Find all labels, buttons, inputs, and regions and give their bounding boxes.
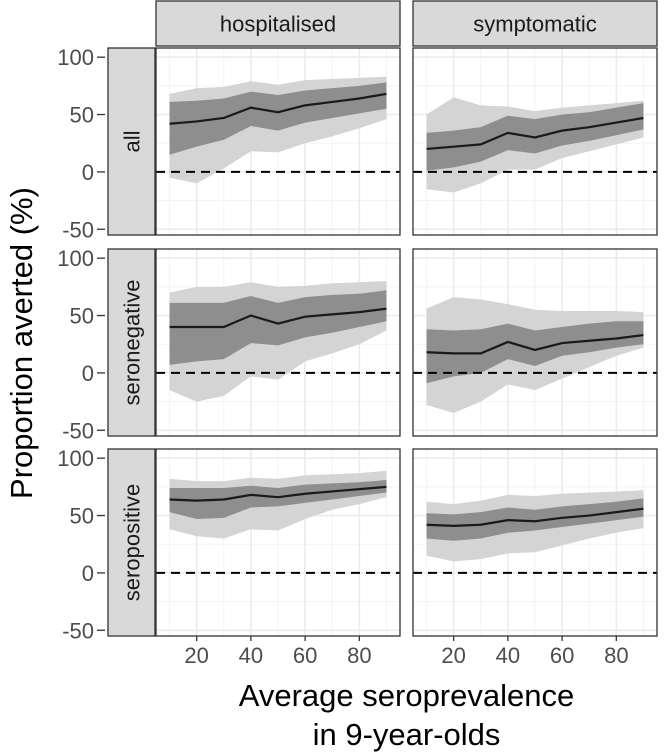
y-tick-label: 0 xyxy=(82,561,94,586)
column-strip xyxy=(412,0,658,47)
panel-seropositive-symptomatic xyxy=(412,448,658,637)
x-tick-label: 80 xyxy=(604,643,628,668)
column-strip-label: hospitalised xyxy=(220,12,336,37)
inner-uncertainty-band xyxy=(169,479,387,519)
panel-border xyxy=(412,47,658,236)
panel-border xyxy=(155,448,401,637)
y-tick-label: 0 xyxy=(82,361,94,386)
panel-all-hospitalised xyxy=(155,47,401,236)
y-axis-title: Proportion averted (%) xyxy=(4,187,39,499)
y-tick-label: -50 xyxy=(62,418,94,443)
x-axis-title-line-2: in 9-year-olds xyxy=(313,717,501,752)
x-tick-label: 60 xyxy=(550,643,574,668)
column-strip xyxy=(155,0,401,47)
inner-uncertainty-band xyxy=(426,498,644,541)
panel-seronegative-symptomatic xyxy=(412,248,658,437)
y-tick-label: 100 xyxy=(57,246,94,271)
y-tick-label: -50 xyxy=(62,217,94,242)
median-line xyxy=(169,307,387,329)
panel-border xyxy=(155,248,401,437)
inner-uncertainty-band xyxy=(426,321,644,384)
median-line xyxy=(426,507,644,527)
row-strip-label: seropositive xyxy=(120,484,145,601)
median-line xyxy=(426,333,644,355)
y-tick-label: 50 xyxy=(70,103,94,128)
inner-uncertainty-band xyxy=(169,82,387,155)
row-strip-label: seronegative xyxy=(120,280,145,406)
row-strip xyxy=(107,248,156,437)
x-tick-label: 40 xyxy=(496,643,520,668)
y-tick-label: 50 xyxy=(70,504,94,529)
panel-all-symptomatic xyxy=(412,47,658,236)
inner-uncertainty-band xyxy=(169,290,387,365)
x-tick-label: 80 xyxy=(347,643,371,668)
median-line xyxy=(426,116,644,151)
y-tick-label: 100 xyxy=(57,45,94,70)
median-line xyxy=(169,92,387,125)
panel-border xyxy=(412,448,658,637)
panel-seronegative-hospitalised xyxy=(155,248,401,437)
axis-layer: -50 0 50 100 -50 0 50 100 -50 0 50 100 20 40 60 80 20 40 6… xyxy=(57,45,628,668)
x-tick-label: 20 xyxy=(184,643,208,668)
column-strip-label: symptomatic xyxy=(473,12,596,37)
y-tick-label: 100 xyxy=(57,446,94,471)
panel-seropositive-hospitalised xyxy=(155,448,401,637)
y-tick-label: 50 xyxy=(70,304,94,329)
row-strip-label: all xyxy=(120,130,145,152)
row-strip xyxy=(107,448,156,637)
y-tick-label: -50 xyxy=(62,618,94,643)
x-axis-title-line-1: Average seroprevalence xyxy=(239,678,574,713)
panel-border xyxy=(155,47,401,236)
row-strip xyxy=(107,47,156,236)
x-tick-label: 20 xyxy=(441,643,465,668)
median-line xyxy=(169,485,387,502)
y-tick-label: 0 xyxy=(82,160,94,185)
panel-layer xyxy=(155,47,658,637)
facet-strip-layer: hospitalised symptomatic all seronegative se… xyxy=(107,0,658,637)
x-tick-label: 40 xyxy=(239,643,263,668)
panel-border xyxy=(412,248,658,437)
x-tick-label: 60 xyxy=(293,643,317,668)
